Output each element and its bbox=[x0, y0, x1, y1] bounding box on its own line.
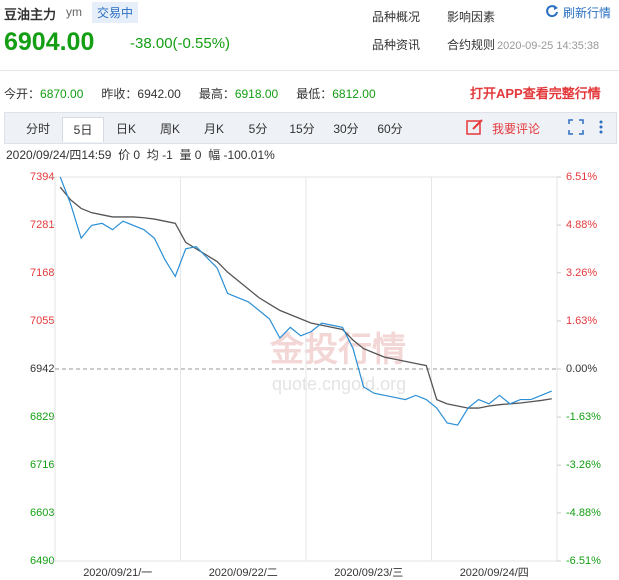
change: -38.00(-0.55%) bbox=[130, 35, 231, 52]
tab[interactable]: 5分 bbox=[248, 122, 268, 136]
stat: 最低：6812.00 bbox=[296, 87, 375, 101]
info-line: 2020/09/24/四14:59 价 0 均 -1 量 0 幅 -100.01… bbox=[6, 148, 275, 162]
y-tick-label: 7394 bbox=[30, 171, 54, 183]
series-line bbox=[59, 176, 552, 426]
y2-tick-label: 4.88% bbox=[566, 219, 597, 231]
stat: 最高：6918.00 bbox=[199, 87, 278, 101]
tab[interactable]: 月K bbox=[203, 122, 224, 136]
y-tick-label: 7281 bbox=[30, 219, 54, 231]
stat: 昨收：6942.00 bbox=[101, 87, 180, 101]
tools[interactable] bbox=[568, 119, 608, 135]
tab[interactable]: 分时 bbox=[25, 122, 50, 136]
y2-tick-label: 0.00% bbox=[566, 363, 597, 375]
link[interactable]: 品种资讯 bbox=[372, 38, 421, 52]
refresh[interactable]: 刷新行情 bbox=[563, 6, 612, 20]
status: 交易中 bbox=[92, 2, 139, 23]
stat-value: 6812.00 bbox=[332, 87, 376, 101]
y2-tick-label: -4.88% bbox=[566, 507, 601, 519]
x-tick-label: 2020/09/23/三 bbox=[334, 567, 403, 579]
y-tick-label: 6603 bbox=[30, 507, 54, 519]
tab-bar bbox=[4, 112, 617, 144]
code: ym bbox=[66, 5, 82, 19]
price: 6904.00 bbox=[4, 28, 95, 56]
stat-label: 最高： bbox=[198, 87, 235, 101]
y2-tick-label: -1.63% bbox=[566, 411, 601, 423]
stat-label: 昨收： bbox=[101, 87, 138, 101]
y2-tick-label: 6.51% bbox=[566, 171, 597, 183]
x-tick-label: 2020/09/21/一 bbox=[83, 567, 152, 579]
y2-tick-label: -6.51% bbox=[566, 555, 601, 567]
stat-label: 今开： bbox=[4, 87, 41, 101]
tab[interactable]: 60分 bbox=[377, 122, 403, 136]
datetime: 2020-09-25 14:35:38 bbox=[497, 40, 600, 52]
y-tick-label: 6942 bbox=[30, 363, 54, 375]
title: 豆油主力 bbox=[4, 7, 57, 22]
stat: 今开：6870.00 bbox=[4, 87, 83, 101]
y-tick-label: 6490 bbox=[30, 555, 54, 567]
link[interactable]: 合约规则 bbox=[447, 38, 496, 52]
y-tick-label: 6829 bbox=[30, 411, 54, 423]
x-tick-label: 2020/09/22/二 bbox=[209, 567, 278, 579]
tab[interactable]: 30分 bbox=[333, 122, 359, 136]
watermark: 金投行情 bbox=[269, 330, 406, 369]
comment-icon[interactable] bbox=[466, 118, 484, 136]
stat-value: 6870.00 bbox=[40, 87, 84, 101]
tab[interactable]: 15分 bbox=[289, 122, 315, 136]
app-link[interactable]: 打开APP查看完整行情 bbox=[470, 86, 601, 101]
y-tick-label: 7055 bbox=[30, 315, 54, 327]
y-tick-label: 6716 bbox=[30, 459, 54, 471]
stats: 今开：6870.00 昨收：6942.00 最高：6918.00 最低：6812.00 bbox=[4, 85, 394, 102]
refresh-icon[interactable] bbox=[545, 4, 559, 18]
divider bbox=[0, 70, 619, 71]
y2-tick-label: 1.63% bbox=[566, 315, 597, 327]
y2-tick-label: 3.26% bbox=[566, 267, 597, 279]
link[interactable]: 品种概况 bbox=[372, 10, 421, 24]
tab[interactable]: 5日 bbox=[62, 117, 104, 142]
link[interactable]: 影响因素 bbox=[447, 10, 496, 24]
stat-value: 6942.00 bbox=[137, 87, 181, 101]
y-tick-label: 7168 bbox=[30, 267, 54, 279]
x-tick-label: 2020/09/24/四 bbox=[460, 567, 529, 579]
stat-label: 最低： bbox=[296, 87, 333, 101]
watermark: quote.cngold.org bbox=[272, 374, 406, 394]
series-line bbox=[59, 186, 552, 409]
stat-value: 6918.00 bbox=[234, 87, 279, 101]
tab[interactable]: 日K bbox=[115, 122, 136, 136]
comment[interactable]: 我要评论 bbox=[492, 122, 541, 136]
y2-tick-label: -3.26% bbox=[566, 459, 601, 471]
tab[interactable]: 周K bbox=[159, 122, 180, 136]
